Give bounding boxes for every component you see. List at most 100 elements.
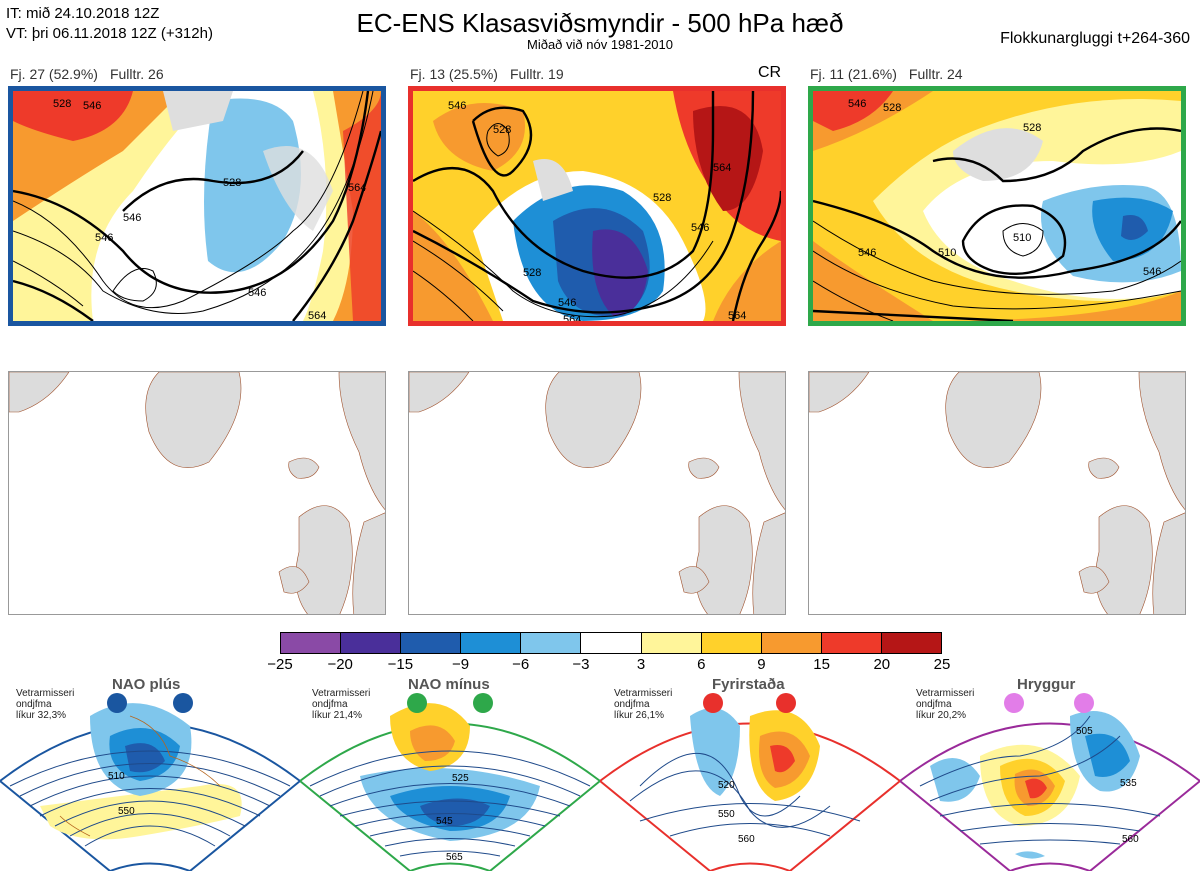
colorbar-swatch [701,633,762,653]
regime-blocking: Vetrarmisseri ondjfma líkur 26,1% Fyrirs… [600,676,900,871]
regime-1-dot-1 [107,693,127,713]
regime-1-title: NAO plús [112,676,181,693]
svg-text:564: 564 [1098,320,1116,321]
colorbar-tick-label: 20 [873,656,891,673]
regime-3-dot-2 [776,693,796,713]
cluster-2-count: Fj. 13 (25.5%) [410,66,498,82]
svg-text:528: 528 [223,177,241,189]
regime-1-info: Vetrarmisseri ondjfma líkur 32,3% [16,688,75,721]
regime-nao-minus: Vetrarmisseri ondjfma líkur 21,4% NAO mí… [300,676,600,871]
cluster-1-representative: Fulltr. 26 [109,66,164,82]
page-subtitle: Miðað við nóv 1981-2010 [527,37,673,52]
init-time: IT: mið 24.10.2018 12Z [6,5,160,22]
regime-4-dot-1 [1004,693,1024,713]
cluster-2-label: Fj. 13 (25.5%) Fulltr. 19 [410,66,564,82]
outline-map-1 [8,371,386,615]
colorbar-tick-label: 3 [636,656,646,673]
colorbar-swatch [521,633,582,653]
svg-text:546: 546 [83,100,101,112]
cluster-1-count: Fj. 27 (52.9%) [10,66,98,82]
colorbar-tick-label: −9 [451,656,470,673]
colorbar-swatch [281,633,342,653]
regime-3-dot-1 [703,693,723,713]
cluster-2-tag: CR [758,64,782,81]
colorbar-tick-label: −6 [512,656,530,673]
colorbar-swatch [401,633,462,653]
regime-ridge: Vetrarmisseri ondjfma líkur 20,2% Hryggu… [900,676,1200,871]
svg-text:546: 546 [988,320,1006,321]
svg-text:528: 528 [653,192,671,204]
colorbar-swatch [641,633,702,653]
colorbar-tick-label: −25 [267,656,293,673]
svg-text:564: 564 [308,310,326,321]
svg-text:505: 505 [1076,726,1093,737]
cluster-3-contour-label: 546 [848,98,866,110]
svg-text:550: 550 [718,809,735,820]
svg-text:546: 546 [558,297,576,309]
colorbar-tick-label: −3 [572,656,590,673]
regime-nao-plus: Vetrarmisseri ondjfma líkur 32,3% NAO pl… [0,676,300,871]
svg-text:560: 560 [738,834,755,845]
regime-2-info: Vetrarmisseri ondjfma líkur 21,4% [312,688,371,721]
svg-text:525: 525 [452,773,469,784]
colorbar-tick-label: 25 [933,656,951,673]
cluster-3-label: Fj. 11 (21.6%) Fulltr. 24 [810,66,963,82]
outline-map-3 [808,371,1186,615]
colorbar-tick-label: 9 [757,656,766,673]
svg-text:546: 546 [95,232,113,244]
colorbar-tick-label: 15 [813,656,830,673]
svg-text:528: 528 [493,124,511,136]
cluster-3-representative: Fulltr. 24 [908,66,963,82]
classification-window: Flokkunargluggi t+264-360 [1000,30,1190,47]
svg-text:564: 564 [563,314,581,321]
svg-text:565: 565 [446,852,463,863]
colorbar-swatch [821,633,882,653]
cluster-1-contour-label: 528 [53,98,71,110]
colorbar-tick-label: 6 [697,656,706,673]
svg-text:510: 510 [108,771,125,782]
header-title-block: EC-ENS Klasasviðsmyndir - 500 hPa hæð Mi… [300,8,900,52]
svg-text:546: 546 [691,222,709,234]
svg-text:535: 535 [1120,778,1137,789]
svg-text:510: 510 [938,247,956,259]
colorbar-swatch [341,633,402,653]
colorbar-tick-label: −15 [387,656,414,673]
svg-text:564: 564 [728,310,746,321]
valid-time: VT: þri 06.11.2018 12Z (+312h) [6,25,213,42]
regime-4-dot-2 [1074,693,1094,713]
page-title: EC-ENS Klasasviðsmyndir - 500 hPa hæð [356,8,844,38]
svg-text:510: 510 [1013,232,1031,244]
cluster-1-label: Fj. 27 (52.9%) Fulltr. 26 [10,66,164,82]
regime-2-dot-2 [473,693,493,713]
colorbar-swatch [581,633,642,653]
colorbar-swatch [461,633,522,653]
svg-text:546: 546 [248,287,266,299]
svg-text:520: 520 [718,780,735,791]
regime-4-title: Hryggur [1017,676,1076,693]
regime-3-title: Fyrirstaða [712,676,785,693]
regime-2-dot-1 [407,693,427,713]
cluster-3-count: Fj. 11 (21.6%) [810,66,897,82]
cluster-2-representative: Fulltr. 19 [509,66,564,82]
cluster-3-map: 546 528 528 510 510 546 546 546 564 [808,86,1186,326]
regime-1-dot-2 [173,693,193,713]
svg-text:546: 546 [858,247,876,259]
svg-text:528: 528 [1023,122,1041,134]
regime-2-title: NAO mínus [408,676,490,693]
svg-text:528: 528 [883,102,901,114]
svg-text:528: 528 [523,267,541,279]
outline-map-2 [408,371,786,615]
svg-text:546: 546 [123,212,141,224]
colorbar-tick-label: −20 [327,656,353,673]
colorbar-swatch [881,633,942,653]
regime-4-info: Vetrarmisseri ondjfma líkur 20,2% [916,688,975,721]
regime-3-info: Vetrarmisseri ondjfma líkur 26,1% [614,688,673,721]
header-dates: IT: mið 24.10.2018 12Z VT: þri 06.11.201… [6,4,213,44]
svg-text:560: 560 [1122,834,1139,845]
cluster-2-map: 546 528 528 528 546 546 564 564 564 [408,86,786,326]
colorbar-swatch [761,633,822,653]
svg-text:550: 550 [118,806,135,817]
svg-text:546: 546 [1143,266,1161,278]
colorbar [280,632,942,654]
cluster-1-map: 528 546 528 546 546 546 564 564 [8,86,386,326]
